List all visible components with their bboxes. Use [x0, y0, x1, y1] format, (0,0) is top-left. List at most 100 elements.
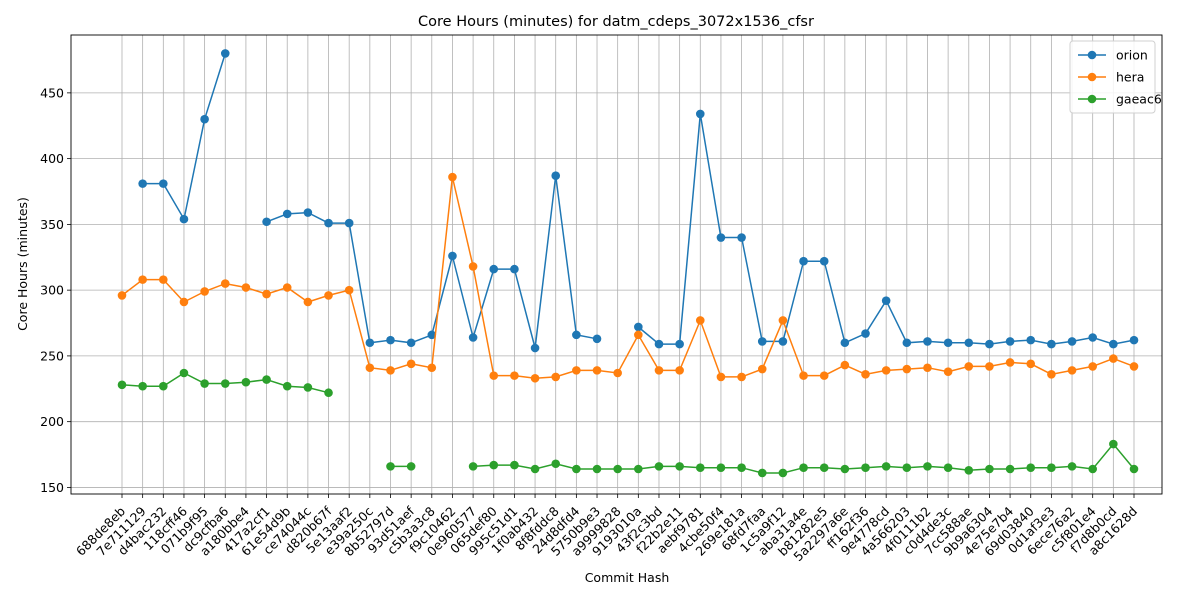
data-point-hera	[138, 275, 147, 284]
data-point-gaeac6	[861, 463, 870, 472]
data-point-hera	[675, 366, 684, 375]
data-point-gaeac6	[695, 463, 705, 472]
data-point-hera	[489, 371, 499, 380]
data-point-orion	[654, 339, 664, 349]
series-layer	[117, 49, 1139, 478]
data-point-hera	[241, 283, 251, 292]
legend-marker-orion	[1087, 50, 1097, 60]
data-point-gaeac6	[530, 464, 540, 474]
data-point-gaeac6	[117, 380, 127, 390]
data-point-gaeac6	[902, 463, 912, 472]
data-point-gaeac6	[757, 468, 767, 478]
data-point-orion	[737, 233, 746, 242]
data-point-orion	[716, 233, 726, 242]
data-point-hera	[1129, 362, 1139, 371]
data-point-gaeac6	[138, 381, 147, 391]
legend-marker-gaeac6	[1087, 94, 1097, 104]
data-point-gaeac6	[592, 464, 602, 474]
data-point-gaeac6	[1088, 464, 1097, 474]
data-point-orion	[1047, 339, 1056, 349]
data-point-orion	[985, 339, 994, 349]
data-point-hera	[159, 275, 168, 284]
data-point-hera	[530, 373, 540, 383]
data-point-hera	[799, 371, 808, 380]
legend-label-hera: hera	[1116, 70, 1144, 85]
data-point-hera	[1047, 370, 1056, 379]
data-point-hera	[634, 330, 643, 340]
data-point-hera	[1109, 354, 1118, 363]
data-point-orion	[840, 338, 850, 348]
data-point-orion	[1026, 335, 1036, 345]
data-point-orion	[799, 256, 808, 266]
data-point-orion	[138, 179, 147, 188]
data-point-hera	[613, 368, 622, 378]
data-point-orion	[220, 49, 230, 58]
data-point-orion	[262, 217, 271, 227]
plot-frame	[70, 34, 1163, 495]
data-point-hera	[902, 364, 912, 374]
data-point-orion	[406, 338, 416, 348]
data-point-hera	[654, 366, 664, 375]
data-point-orion	[179, 214, 189, 224]
data-point-gaeac6	[468, 462, 478, 471]
data-point-hera	[427, 363, 437, 373]
data-point-gaeac6	[572, 464, 581, 474]
chart-title: Core Hours (minutes) for datm_cdeps_3072…	[418, 14, 814, 30]
data-point-hera	[923, 363, 932, 373]
data-point-hera	[778, 316, 788, 325]
data-point-orion	[757, 337, 767, 346]
data-point-hera	[344, 285, 354, 295]
data-point-gaeac6	[923, 462, 932, 471]
data-point-orion	[200, 114, 209, 124]
data-point-orion	[1109, 339, 1118, 349]
series-gaeac6	[117, 368, 1139, 478]
data-point-hera	[819, 371, 829, 380]
data-point-orion	[1129, 335, 1139, 345]
x-axis-label: Commit Hash	[585, 570, 670, 585]
data-point-orion	[861, 329, 870, 338]
grid	[71, 35, 1162, 494]
data-point-hera	[943, 367, 953, 376]
data-point-hera	[117, 291, 127, 300]
data-point-gaeac6	[159, 381, 168, 391]
y-tick-label: 250	[40, 348, 64, 363]
data-point-hera	[757, 364, 767, 374]
legend: orion hera gaeac6	[1069, 40, 1162, 114]
data-point-hera	[881, 366, 891, 375]
data-point-hera	[448, 172, 457, 182]
data-point-orion	[530, 343, 540, 353]
data-point-hera	[1026, 359, 1036, 369]
data-point-gaeac6	[985, 464, 994, 474]
series-hera	[117, 172, 1139, 383]
data-point-orion	[427, 330, 437, 340]
data-point-orion	[964, 338, 974, 348]
y-tick-label: 200	[40, 414, 64, 429]
data-point-hera	[510, 371, 519, 380]
data-point-gaeac6	[324, 388, 333, 398]
data-point-gaeac6	[634, 464, 643, 474]
data-point-hera	[365, 363, 375, 373]
x-axis: 688de8eb7e711129d4bac232118cff46071b9f95…	[73, 494, 1140, 564]
data-point-gaeac6	[1047, 463, 1056, 472]
data-point-gaeac6	[241, 377, 251, 387]
data-point-hera	[985, 362, 994, 371]
data-point-gaeac6	[881, 462, 891, 471]
data-point-gaeac6	[654, 462, 664, 471]
data-point-orion	[510, 264, 519, 274]
y-axis: 150 200 250 300 350 400 450	[40, 85, 71, 495]
data-point-gaeac6	[1026, 463, 1036, 472]
data-point-orion	[592, 334, 602, 344]
data-point-hera	[1005, 358, 1015, 367]
data-point-gaeac6	[262, 375, 271, 384]
data-point-hera	[262, 289, 271, 299]
data-point-hera	[840, 360, 850, 370]
data-point-gaeac6	[799, 463, 808, 472]
data-point-gaeac6	[1109, 439, 1118, 449]
data-point-orion	[675, 339, 684, 349]
data-point-hera	[200, 287, 209, 296]
data-point-orion	[344, 218, 354, 228]
data-point-gaeac6	[778, 468, 788, 478]
data-point-orion	[324, 218, 333, 228]
data-point-hera	[303, 297, 313, 307]
